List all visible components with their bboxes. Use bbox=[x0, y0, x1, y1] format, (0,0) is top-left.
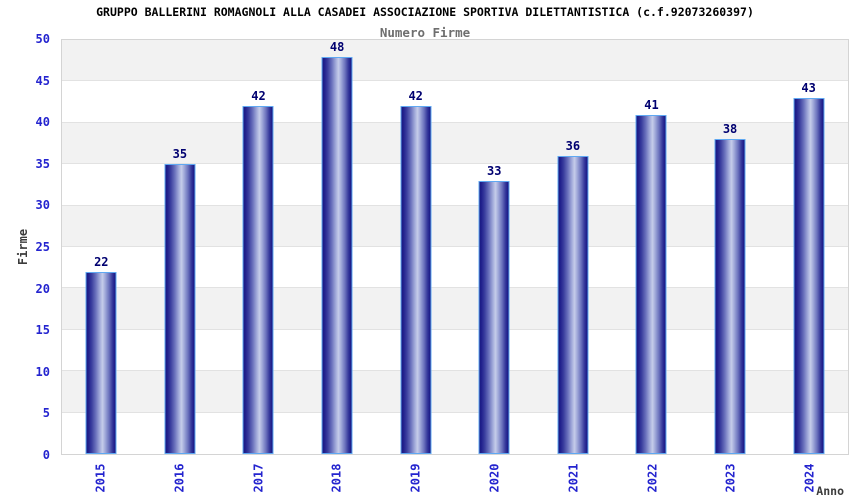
x-tick-label: 2020 bbox=[487, 463, 502, 493]
x-axis-title: Anno bbox=[816, 484, 844, 498]
y-tick-label: 0 bbox=[42, 448, 50, 462]
bar-2023 bbox=[714, 139, 746, 454]
bar-2020 bbox=[478, 180, 510, 454]
bar-value-label: 22 bbox=[94, 254, 109, 269]
bar-value-label: 43 bbox=[801, 80, 816, 95]
x-tick-slot: 2023 bbox=[691, 457, 770, 499]
bar-value-label: 48 bbox=[329, 39, 345, 54]
bar-slot-2023: 38 bbox=[691, 40, 770, 454]
bar-value-label: 42 bbox=[408, 89, 423, 104]
bar-slot-2016: 35 bbox=[141, 40, 220, 454]
x-tick-label: 2015 bbox=[93, 463, 108, 493]
bar-value-label: 36 bbox=[565, 138, 581, 153]
bar-slot-2024: 43 bbox=[769, 40, 848, 454]
bar-slot-2018: 48 bbox=[298, 40, 377, 454]
y-tick-label: 25 bbox=[35, 240, 50, 254]
y-tick-label: 50 bbox=[35, 32, 50, 46]
y-tick-label: 5 bbox=[42, 406, 50, 421]
grid-band bbox=[62, 330, 848, 372]
x-tick-label: 2022 bbox=[644, 463, 659, 493]
bar-slot-2017: 42 bbox=[219, 40, 298, 454]
bar-value-label: 42 bbox=[251, 89, 266, 104]
bar-2022 bbox=[635, 114, 667, 454]
y-tick-label: 45 bbox=[35, 73, 50, 88]
x-tick-slot: 2016 bbox=[140, 457, 219, 499]
grid-band bbox=[62, 81, 848, 123]
grid-band bbox=[62, 40, 848, 82]
chart-subtitle: Numero Firme bbox=[379, 25, 471, 40]
x-tick-label: 2023 bbox=[723, 463, 738, 493]
x-tick-slot: 2021 bbox=[534, 457, 613, 499]
bar-value-label: 38 bbox=[722, 122, 738, 137]
bar-2021 bbox=[557, 155, 589, 454]
x-tick-label: 2016 bbox=[172, 463, 187, 493]
plot-area: 22 35 42 48 42 33 36 41 38 43 bbox=[61, 39, 849, 455]
grid-band bbox=[62, 164, 848, 206]
y-tick-label: 20 bbox=[35, 281, 50, 296]
bar-2017 bbox=[242, 106, 274, 454]
x-tick-slot: 2018 bbox=[297, 457, 376, 499]
bar-value-label: 41 bbox=[644, 97, 659, 112]
y-tick-label: 35 bbox=[35, 156, 50, 171]
bar-2016 bbox=[164, 164, 196, 454]
x-tick-slot: 2019 bbox=[376, 457, 455, 499]
bar-value-label: 35 bbox=[172, 147, 188, 162]
x-tick-label: 2018 bbox=[329, 463, 344, 493]
x-tick-slot: 2020 bbox=[455, 457, 534, 499]
y-axis-tick-labels: 0 5 10 15 20 25 30 35 40 45 50 bbox=[0, 33, 50, 461]
bar-2015 bbox=[85, 271, 117, 454]
chart-title: GRUPPO BALLERINI ROMAGNOLI ALLA CASADEI … bbox=[96, 5, 754, 19]
x-tick-slot: 2022 bbox=[613, 457, 692, 499]
y-tick-label: 30 bbox=[35, 198, 50, 213]
x-tick-label: 2021 bbox=[566, 463, 581, 493]
x-tick-slot: 2017 bbox=[219, 457, 298, 499]
bar-slot-2022: 41 bbox=[612, 40, 691, 454]
bar-slot-2015: 22 bbox=[62, 40, 141, 454]
y-tick-label: 15 bbox=[35, 323, 50, 338]
bar-2018 bbox=[321, 56, 353, 454]
grid-band bbox=[62, 247, 848, 289]
bar-value-label: 33 bbox=[487, 163, 502, 178]
bar-slot-2019: 42 bbox=[376, 40, 455, 454]
bar-2024 bbox=[793, 97, 825, 454]
x-tick-label: 2017 bbox=[250, 463, 265, 493]
bar-slot-2021: 36 bbox=[534, 40, 613, 454]
bar-slot-2020: 33 bbox=[455, 40, 534, 454]
x-tick-label: 2024 bbox=[802, 463, 817, 493]
x-tick-label: 2019 bbox=[408, 463, 423, 493]
x-axis-tick-labels: 2015 2016 2017 2018 2019 2020 2021 2022 2023 2024 bbox=[61, 457, 849, 499]
bar-2019 bbox=[400, 106, 432, 454]
y-tick-label: 10 bbox=[35, 364, 50, 379]
x-tick-slot: 2015 bbox=[61, 457, 140, 499]
y-tick-label: 40 bbox=[35, 115, 50, 130]
bars-layer: 22 35 42 48 42 33 36 41 38 43 bbox=[62, 40, 848, 454]
